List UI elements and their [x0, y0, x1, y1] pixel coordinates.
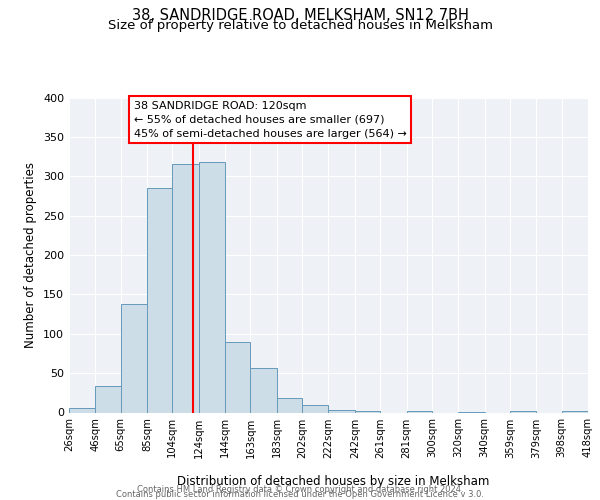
- Text: 38 SANDRIDGE ROAD: 120sqm
← 55% of detached houses are smaller (697)
45% of semi: 38 SANDRIDGE ROAD: 120sqm ← 55% of detac…: [134, 100, 407, 138]
- Bar: [69, 408, 95, 412]
- Bar: [510, 411, 536, 412]
- Bar: [147, 188, 172, 412]
- Bar: [225, 342, 250, 412]
- Y-axis label: Number of detached properties: Number of detached properties: [25, 162, 37, 348]
- Bar: [407, 411, 432, 412]
- Bar: [95, 386, 121, 412]
- Bar: [329, 410, 355, 412]
- Bar: [355, 411, 380, 412]
- Bar: [172, 164, 199, 412]
- Text: 38, SANDRIDGE ROAD, MELKSHAM, SN12 7BH: 38, SANDRIDGE ROAD, MELKSHAM, SN12 7BH: [131, 8, 469, 22]
- Bar: [250, 368, 277, 412]
- Bar: [121, 304, 147, 412]
- Bar: [277, 398, 302, 412]
- Bar: [562, 411, 588, 412]
- Text: Contains public sector information licensed under the Open Government Licence v : Contains public sector information licen…: [116, 490, 484, 499]
- Text: Size of property relative to detached houses in Melksham: Size of property relative to detached ho…: [107, 19, 493, 32]
- Bar: [302, 404, 329, 412]
- Text: Contains HM Land Registry data © Crown copyright and database right 2024.: Contains HM Land Registry data © Crown c…: [137, 484, 463, 494]
- Bar: [199, 162, 225, 412]
- Text: Distribution of detached houses by size in Melksham: Distribution of detached houses by size …: [177, 474, 489, 488]
